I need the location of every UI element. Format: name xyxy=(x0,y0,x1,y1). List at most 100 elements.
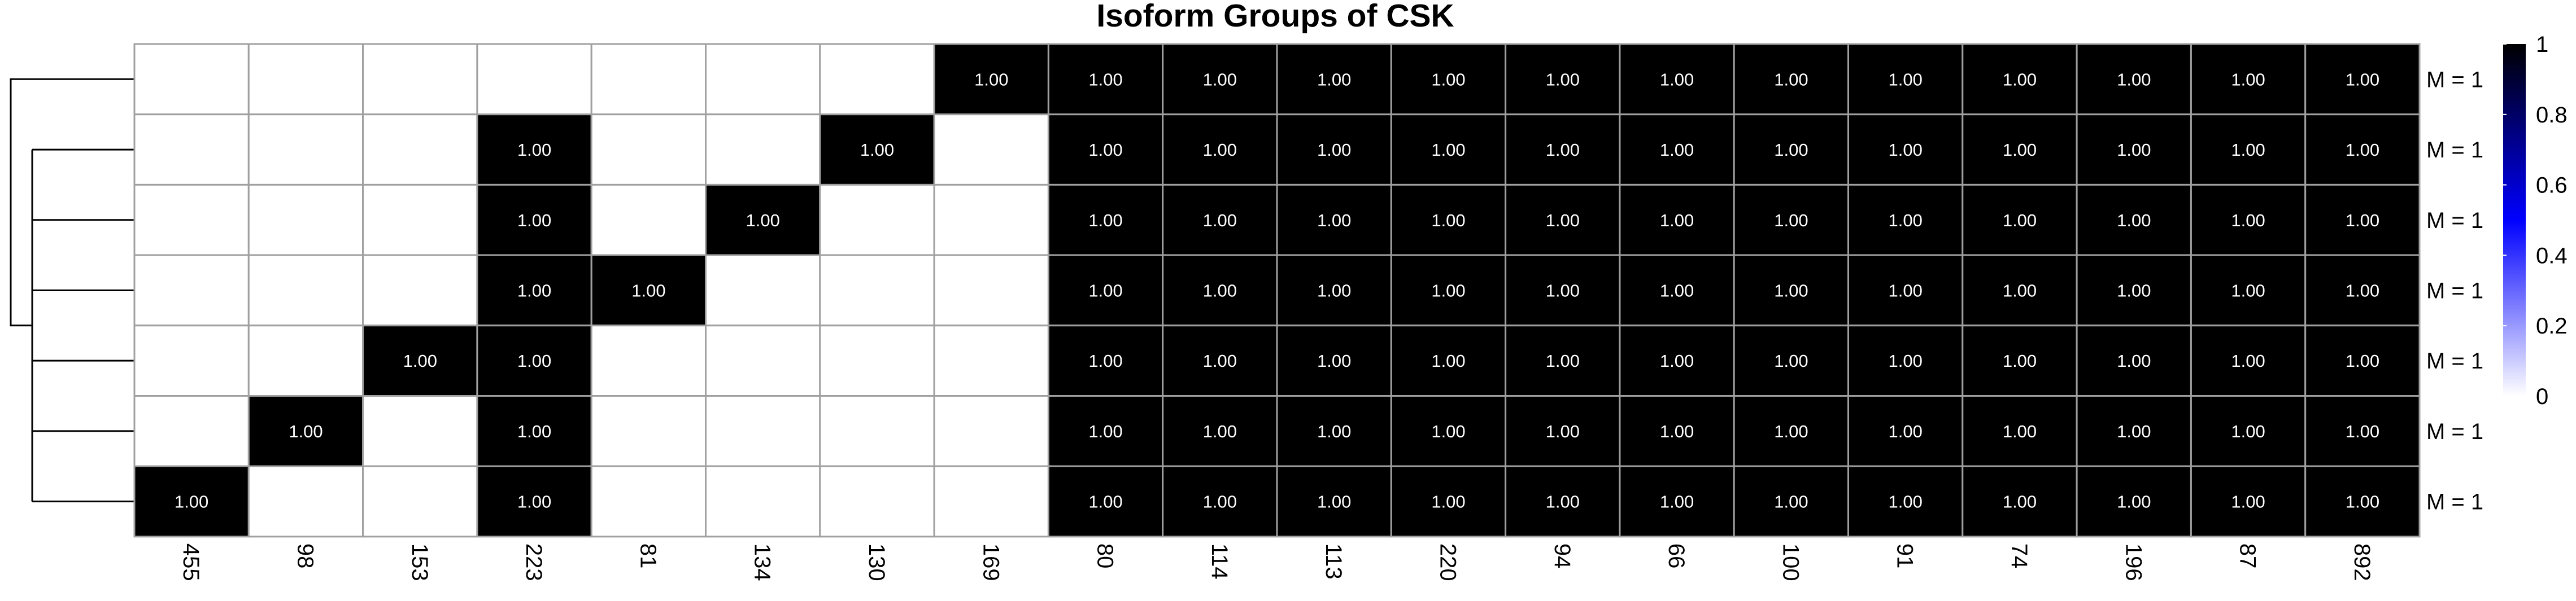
heatmap-cell xyxy=(2304,395,2421,467)
heatmap-cell xyxy=(476,43,592,116)
column-label: 100 xyxy=(1778,543,1803,581)
heatmap-cell xyxy=(1390,254,1507,327)
cell-value-label: 1.00 xyxy=(517,492,551,512)
cell-value-label: 1.00 xyxy=(1774,210,1808,230)
heatmap-cell xyxy=(1047,324,1164,397)
cell-value-label: 1.00 xyxy=(2346,492,2379,512)
cell-value-label: 1.00 xyxy=(2003,69,2037,89)
heatmap-cell xyxy=(1847,324,1964,397)
cell-value-label: 1.00 xyxy=(1546,140,1580,160)
heatmap-cell xyxy=(247,254,364,327)
heatmap-cell xyxy=(133,43,250,116)
cell-value-label: 1.00 xyxy=(1546,422,1580,441)
heatmap-cell xyxy=(1047,113,1164,186)
heatmap-cell xyxy=(705,395,821,467)
column-label: 196 xyxy=(2121,543,2146,581)
heatmap-cell xyxy=(1505,324,1621,397)
cell-value-label: 1.00 xyxy=(2231,210,2265,230)
column-label: 892 xyxy=(2350,543,2374,581)
cell-value-label: 1.00 xyxy=(2003,210,2037,230)
cell-value-label: 1.00 xyxy=(1088,492,1122,512)
heatmap-cell xyxy=(1276,395,1392,467)
heatmap-cell xyxy=(819,113,935,186)
column-label: 153 xyxy=(407,543,432,581)
heatmap-cell xyxy=(590,113,707,186)
heatmap-cell xyxy=(476,465,592,538)
cell-value-label: 1.00 xyxy=(2231,69,2265,89)
column-label: 455 xyxy=(178,543,203,581)
row-label: M = 1 xyxy=(2426,208,2483,233)
heatmap-cell xyxy=(1619,395,1735,467)
heatmap-cell xyxy=(1733,324,1849,397)
heatmap-cell xyxy=(133,324,250,397)
heatmap-cell xyxy=(1619,465,1735,538)
heatmap-cell xyxy=(2076,465,2192,538)
cell-value-label: 1.00 xyxy=(1203,281,1237,301)
cell-value-label: 1.00 xyxy=(1660,69,1694,89)
legend-tick-label: 0.6 xyxy=(2536,173,2568,198)
cell-value-label: 1.00 xyxy=(517,140,551,160)
heatmap-cell xyxy=(1619,254,1735,327)
cell-value-label: 1.00 xyxy=(517,351,551,371)
column-label: 66 xyxy=(1664,543,1689,569)
cell-value-label: 1.00 xyxy=(974,69,1008,89)
heatmap-cell xyxy=(133,465,250,538)
heatmap-cell xyxy=(1047,43,1164,116)
heatmap-cell xyxy=(705,43,821,116)
heatmap-cell xyxy=(819,43,935,116)
cell-value-label: 1.00 xyxy=(2003,492,2037,512)
dendrogram xyxy=(10,78,134,503)
cell-value-label: 1.00 xyxy=(2231,422,2265,441)
heatmap-cell xyxy=(247,113,364,186)
cell-value-label: 1.00 xyxy=(2003,281,2037,301)
heatmap-cell xyxy=(362,324,478,397)
heatmap-cell xyxy=(1276,183,1392,256)
heatmap-cell xyxy=(2076,395,2192,467)
cell-value-label: 1.00 xyxy=(1889,69,1923,89)
heatmap-cell xyxy=(133,254,250,327)
heatmap-cell xyxy=(705,465,821,538)
cell-value-label: 1.00 xyxy=(1660,210,1694,230)
cell-value-label: 1.00 xyxy=(1431,492,1465,512)
cell-value-label: 1.00 xyxy=(746,210,780,230)
column-labels: 455 98 153 223 81 134 130 169 80 114 113 220 94 66 100… xyxy=(178,543,2374,581)
cell-value-label: 1.00 xyxy=(1546,281,1580,301)
cell-value-label: 1.00 xyxy=(1431,422,1465,441)
heatmap-cell xyxy=(2304,465,2421,538)
cell-value-label: 1.00 xyxy=(1546,492,1580,512)
heatmap-cell xyxy=(133,183,250,256)
heatmap-cell xyxy=(2190,254,2307,327)
cell-value-label: 1.00 xyxy=(1317,69,1351,89)
legend-tick-label: 0 xyxy=(2536,384,2548,409)
heatmap-cell xyxy=(1733,395,1849,467)
cell-value-label: 1.00 xyxy=(1088,69,1122,89)
color-legend: 1 0.8 0.6 0.4 0.2 0 xyxy=(2503,32,2568,409)
cell-value-label: 1.00 xyxy=(1774,351,1808,371)
chart-title: Isoform Groups of CSK xyxy=(1096,0,1454,34)
heatmap-cell xyxy=(2076,254,2192,327)
cell-value-label: 1.00 xyxy=(1203,69,1237,89)
cell-value-label: 1.00 xyxy=(2231,140,2265,160)
cell-value-label: 1.00 xyxy=(1088,210,1122,230)
cell-value-label: 1.00 xyxy=(1546,351,1580,371)
dendrogram-branch xyxy=(10,78,134,327)
cell-value-label: 1.00 xyxy=(1660,140,1694,160)
cell-value-label: 1.00 xyxy=(403,351,437,371)
heatmap-cell xyxy=(1733,183,1849,256)
heatmap-cell xyxy=(2304,254,2421,327)
heatmap-cell xyxy=(819,183,935,256)
heatmap-cell xyxy=(247,183,364,256)
cell-value-label: 1.00 xyxy=(1431,281,1465,301)
heatmap-cell xyxy=(2076,43,2192,116)
heatmap-cell xyxy=(819,465,935,538)
heatmap-cell xyxy=(1619,113,1735,186)
cell-value-label: 1.00 xyxy=(2346,140,2379,160)
heatmap-cell xyxy=(1847,113,1964,186)
cell-value-label: 1.00 xyxy=(1203,351,1237,371)
cell-value-label: 1.00 xyxy=(2117,492,2151,512)
heatmap-cell xyxy=(1162,43,1278,116)
column-label: 94 xyxy=(1550,543,1575,569)
heatmap-cell xyxy=(2304,183,2421,256)
heatmap-cell xyxy=(819,254,935,327)
